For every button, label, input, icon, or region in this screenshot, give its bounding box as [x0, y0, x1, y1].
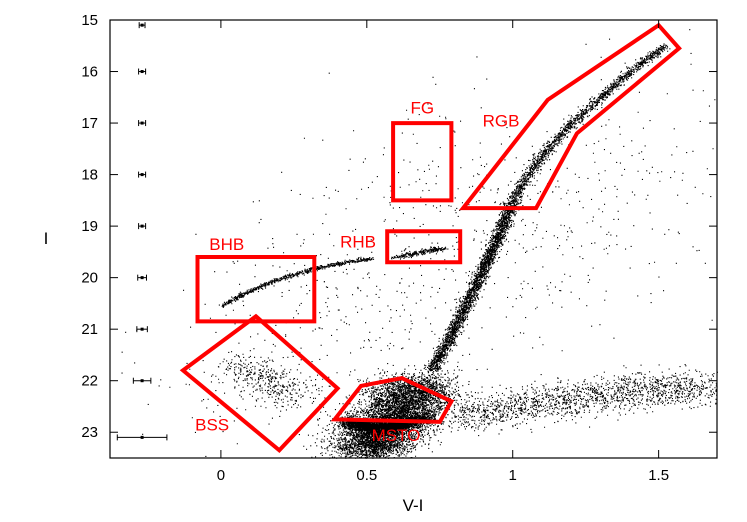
y-tick-label: 15	[81, 12, 98, 29]
region-label-msto: MSTO	[372, 426, 421, 445]
region-rhb	[385, 229, 463, 265]
x-tick-label: 1	[509, 467, 517, 484]
error-bar	[138, 120, 147, 127]
region-fg	[391, 121, 454, 203]
region-bhb	[195, 255, 317, 324]
region-label-bss: BSS	[195, 416, 229, 435]
x-tick-label: 1.5	[648, 467, 669, 484]
error-bar	[132, 377, 152, 384]
y-tick-label: 16	[81, 64, 98, 81]
region-boxes: FG RGB RHB BHB BSS MSTO	[179, 22, 682, 454]
x-axis-title: V-I	[403, 496, 424, 515]
data-points	[121, 29, 718, 459]
plot-frame	[109, 19, 718, 459]
error-bar	[138, 223, 147, 230]
error-bar	[138, 171, 147, 178]
x-axis: 0 0.5 1 1.5	[217, 20, 669, 484]
region-label-fg: FG	[410, 99, 434, 118]
x-tick-label: 0.5	[356, 467, 377, 484]
region-label-bhb: BHB	[209, 235, 244, 254]
y-tick-label: 18	[81, 167, 98, 184]
y-tick-label: 19	[81, 218, 98, 235]
y-axis: 15 16 17 18 19 20 21 22 23	[81, 12, 717, 441]
region-msto	[330, 376, 455, 424]
y-tick-label: 23	[81, 424, 98, 441]
y-tick-label: 21	[81, 321, 98, 338]
region-rgb	[458, 22, 682, 211]
y-tick-label: 17	[81, 115, 98, 132]
error-bar	[136, 326, 148, 333]
x-tick-label: 0	[217, 467, 225, 484]
region-label-rgb: RGB	[483, 111, 520, 130]
y-axis-title: I	[44, 229, 49, 248]
region-bss	[179, 313, 341, 454]
error-bars	[116, 22, 168, 441]
error-bar	[138, 22, 146, 29]
error-bar	[138, 68, 147, 75]
y-tick-label: 20	[81, 270, 98, 287]
scatter-points	[121, 29, 718, 459]
region-label-rhb: RHB	[340, 233, 376, 252]
error-bar	[137, 274, 147, 281]
y-tick-label: 22	[81, 373, 98, 390]
error-bar	[116, 434, 168, 441]
